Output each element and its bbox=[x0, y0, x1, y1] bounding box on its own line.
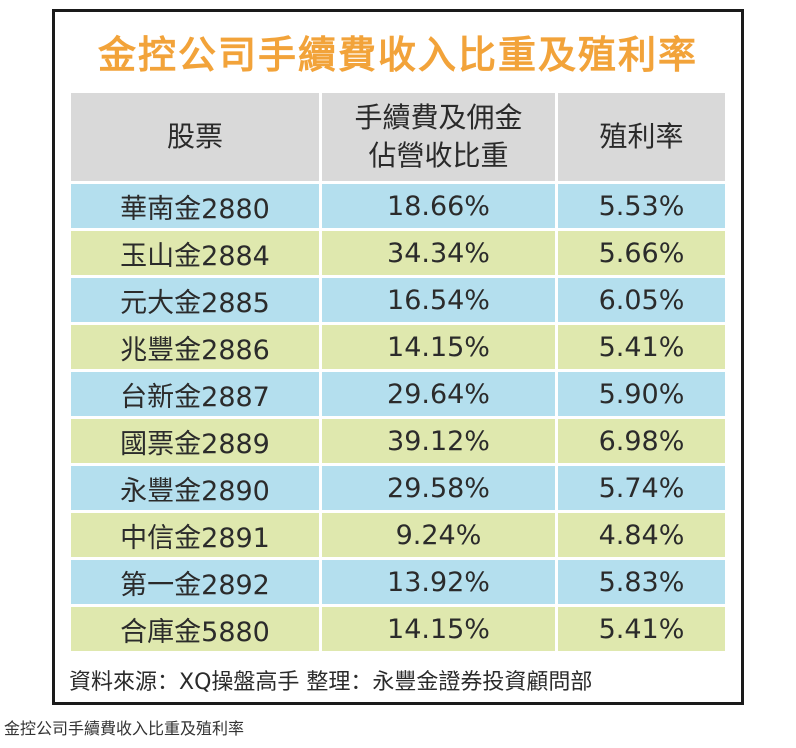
fee-ratio-cell: 29.58% bbox=[322, 466, 555, 510]
fee-ratio-cell: 34.34% bbox=[322, 231, 555, 275]
header-stock: 股票 bbox=[71, 93, 319, 181]
yield-cell: 5.66% bbox=[558, 231, 725, 275]
yield-cell: 5.83% bbox=[558, 560, 725, 604]
fee-ratio-cell: 16.54% bbox=[322, 278, 555, 322]
fee-ratio-cell: 29.64% bbox=[322, 372, 555, 416]
fee-ratio-cell: 39.12% bbox=[322, 419, 555, 463]
fee-ratio-cell: 18.66% bbox=[322, 184, 555, 228]
stock-cell: 台新金2887 bbox=[71, 372, 319, 416]
stock-cell: 國票金2889 bbox=[71, 419, 319, 463]
chart-title: 金控公司手續費收入比重及殖利率 bbox=[97, 33, 698, 77]
header-fee-ratio: 手續費及佣金 佔營收比重 bbox=[322, 93, 555, 181]
stock-cell: 華南金2880 bbox=[71, 184, 319, 228]
stock-cell: 兆豐金2886 bbox=[71, 325, 319, 369]
yield-cell: 6.05% bbox=[558, 278, 725, 322]
header-fee-ratio-line2: 佔營收比重 bbox=[368, 139, 509, 172]
data-table: 股票 手續費及佣金 佔營收比重 殖利率 華南金2880 18.66% 5.53% 玉山… bbox=[71, 93, 725, 651]
image-caption: 金控公司手續費收入比重及殖利率 bbox=[4, 719, 245, 738]
stock-cell: 合庫金5880 bbox=[71, 607, 319, 651]
infographic-frame: 金控公司手續費收入比重及殖利率 股票 手續費及佣金 佔營收比重 殖利率 華南金2… bbox=[52, 9, 744, 705]
stock-cell: 永豐金2890 bbox=[71, 466, 319, 510]
yield-cell: 4.84% bbox=[558, 513, 725, 557]
header-stock-label: 股票 bbox=[166, 120, 223, 153]
yield-cell: 5.90% bbox=[558, 372, 725, 416]
stock-cell: 中信金2891 bbox=[71, 513, 319, 557]
fee-ratio-cell: 14.15% bbox=[322, 607, 555, 651]
yield-cell: 5.53% bbox=[558, 184, 725, 228]
header-yield-label: 殖利率 bbox=[599, 120, 684, 153]
stock-cell: 第一金2892 bbox=[71, 560, 319, 604]
yield-cell: 5.74% bbox=[558, 466, 725, 510]
fee-ratio-cell: 9.24% bbox=[322, 513, 555, 557]
source-note: 資料來源：XQ操盤高手 整理：永豐金證券投資顧問部 bbox=[69, 670, 593, 695]
stock-cell: 玉山金2884 bbox=[71, 231, 319, 275]
stock-cell: 元大金2885 bbox=[71, 278, 319, 322]
yield-cell: 5.41% bbox=[558, 607, 725, 651]
fee-ratio-cell: 13.92% bbox=[322, 560, 555, 604]
yield-cell: 6.98% bbox=[558, 419, 725, 463]
fee-ratio-cell: 14.15% bbox=[322, 325, 555, 369]
yield-cell: 5.41% bbox=[558, 325, 725, 369]
header-fee-ratio-line1: 手續費及佣金 bbox=[354, 101, 523, 134]
header-yield: 殖利率 bbox=[558, 93, 725, 181]
